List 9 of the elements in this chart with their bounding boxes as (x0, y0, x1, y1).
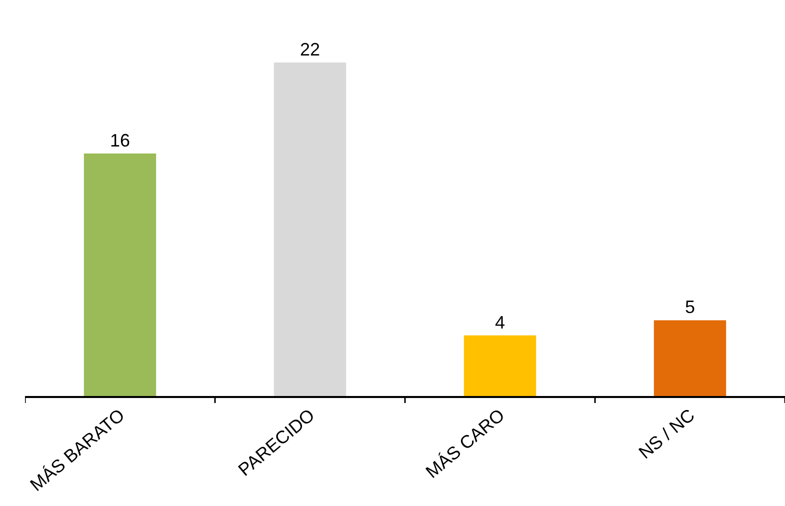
data-label: 5 (684, 297, 696, 318)
bar (84, 153, 156, 396)
bar (464, 335, 536, 396)
bar (274, 62, 346, 396)
bar (654, 320, 726, 396)
x-tick-label: NS / NC (634, 404, 698, 463)
data-label: 16 (110, 130, 130, 150)
data-label: 4 (494, 312, 506, 332)
data-label: 22 (300, 40, 320, 60)
